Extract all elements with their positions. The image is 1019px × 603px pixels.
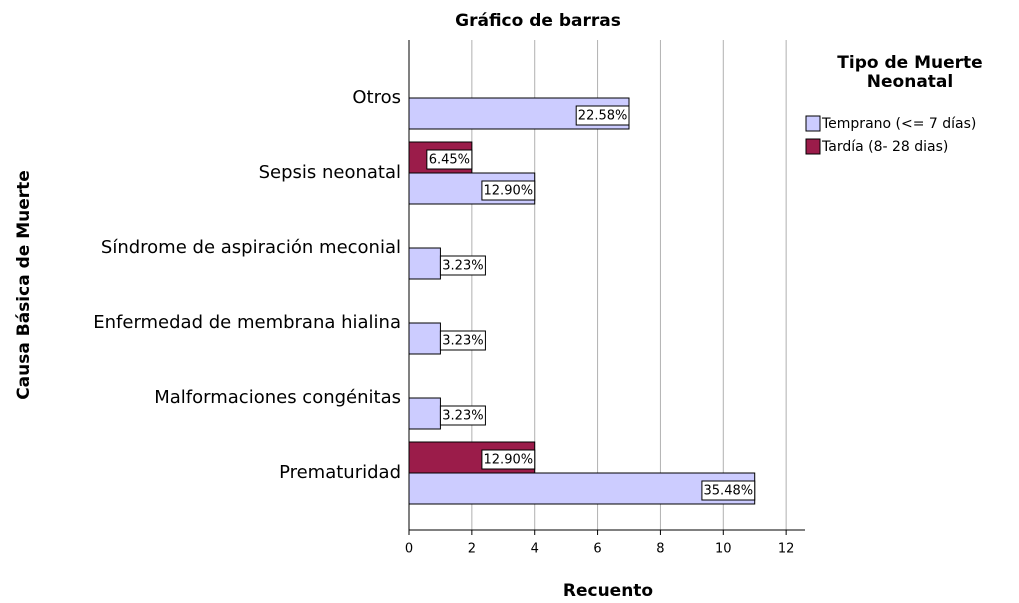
value-label-box xyxy=(481,180,536,201)
value-label: 6.45% xyxy=(429,153,470,168)
legend-swatch xyxy=(805,115,821,132)
x-tick-label: 6 xyxy=(593,542,601,557)
value-label: 3.23% xyxy=(442,259,483,274)
x-tick-label: 0 xyxy=(405,542,413,557)
legend-swatch xyxy=(805,138,821,155)
value-label-box xyxy=(426,149,473,170)
value-label: 12.90% xyxy=(484,184,534,199)
y-tick-label: Sepsis neonatal xyxy=(259,162,401,183)
y-tick-label: Prematuridad xyxy=(279,462,401,483)
y-tick-label: Síndrome de aspiración meconial xyxy=(101,237,401,258)
y-axis-title: Causa Básica de Muerte xyxy=(14,170,34,400)
x-tick-label: 12 xyxy=(778,542,795,557)
y-tick-label: Otros xyxy=(352,87,401,108)
x-tick-label: 10 xyxy=(715,542,732,557)
bar xyxy=(408,322,441,355)
y-tick-label: Malformaciones congénitas xyxy=(154,387,401,408)
legend-label: Tardía (8- 28 dias) xyxy=(821,139,948,155)
bar xyxy=(408,397,441,430)
value-label: 3.23% xyxy=(442,334,483,349)
value-label: 22.58% xyxy=(578,109,628,124)
x-tick-label: 8 xyxy=(656,542,664,557)
value-label-box xyxy=(439,330,486,351)
x-tick-label: 4 xyxy=(531,542,539,557)
x-tick-label: 2 xyxy=(468,542,476,557)
x-axis-title: Recuento xyxy=(563,581,653,601)
value-label-box xyxy=(481,449,536,470)
value-label-box xyxy=(575,105,630,126)
value-label: 3.23% xyxy=(442,409,483,424)
chart-title: Gráfico de barras xyxy=(455,11,621,31)
legend-label: Temprano (<= 7 días) xyxy=(821,116,976,132)
value-label: 12.90% xyxy=(484,453,534,468)
legend-title: Tipo de Muerte Neonatal xyxy=(837,53,983,92)
y-tick-label: Enfermedad de membrana hialina xyxy=(93,312,401,333)
bar xyxy=(408,247,441,280)
value-label-box xyxy=(439,255,486,276)
value-label: 35.48% xyxy=(704,484,754,499)
bar xyxy=(408,472,756,505)
value-label-box xyxy=(701,480,756,501)
value-label-box xyxy=(439,405,486,426)
